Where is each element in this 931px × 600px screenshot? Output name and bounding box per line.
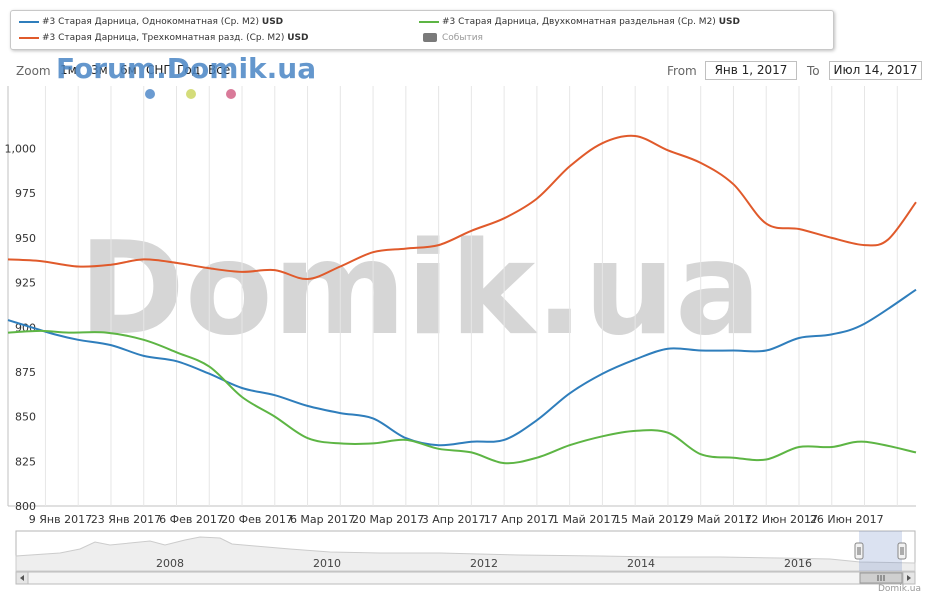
legend: #3 Старая Дарница, Однокомнатная (Ср. M2… [10,10,834,50]
watermark-forum: Forum.Domik.ua [56,52,317,85]
series-2room-line[interactable] [7,329,917,465]
watermark-domik: Domik.ua [79,215,762,364]
x-tick-label: 15 Май 2017 [614,513,686,526]
legend-unit: USD [718,17,740,27]
y-tick-label: 950 [15,232,36,245]
navigator-year-label: 2012 [470,557,498,570]
navigator-year-label: 2016 [784,557,812,570]
y-tick-label: 875 [15,366,36,379]
y-tick-label: 975 [15,187,36,200]
navigator-series-area [15,536,916,572]
legend-item-3room[interactable]: #3 Старая Дарница, Трехкомнатная разд. (… [19,31,308,45]
legend-label: #3 Старая Дарница, Однокомнатная (Ср. M2… [42,17,260,27]
x-tick-label: 20 Мар 2017 [352,513,424,526]
navigator-handle-left[interactable] [854,542,864,560]
legend-swatch [419,20,439,23]
series-3room-line[interactable] [7,134,917,281]
x-tick-label: 6 Мар 2017 [290,513,355,526]
legend-swatch [19,36,39,39]
zoom-button-6m[interactable]: 6м [120,63,137,77]
credit-text: Domik.ua [878,584,921,594]
navigator-year-label: 2010 [313,557,341,570]
y-tick-label: 850 [15,411,36,424]
navigator-year-label: 2014 [627,557,655,570]
range-to-input[interactable]: Июл 14, 2017 [829,61,922,80]
legend-swatch [19,20,39,23]
zoom-button-3m[interactable]: 3м [91,63,108,77]
events-swatch [423,33,437,42]
legend-unit: USD [287,33,309,43]
legend-label: #3 Старая Дарница, Двухкомнатная раздель… [442,17,716,27]
legend-unit: USD [261,17,284,27]
x-tick-label: 1 Май 2017 [552,513,617,526]
x-tick-label: 6 Фев 2017 [159,513,224,526]
legend-label: #3 Старая Дарница, Трехкомнатная разд. (… [42,33,285,43]
zoom-button-ytd[interactable]: СНГ [146,63,171,77]
arrow-left-icon [20,575,24,581]
range-from-label: From [667,64,697,78]
scrollbar-track[interactable] [15,571,916,585]
y-tick-label: 925 [15,277,36,290]
zoom-button-all[interactable]: Все [208,63,231,77]
navigator-selection[interactable] [859,531,902,571]
x-tick-label: 20 Фев 2017 [221,513,293,526]
x-tick-label: 9 Янв 2017 [29,513,92,526]
legend-item-2room[interactable]: #3 Старая Дарница, Двухкомнатная раздель… [419,15,740,29]
x-tick-label: 29 Май 2017 [680,513,752,526]
zoom-button-year[interactable]: Год [177,63,200,77]
range-to-label: To [807,64,820,78]
navigator-year-label: 2008 [156,557,184,570]
x-tick-label: 3 Апр 2017 [422,513,486,526]
legend-item-events[interactable]: События [419,31,483,45]
y-tick-label: 1,000 [5,143,37,156]
x-tick-label: 23 Янв 2017 [91,513,161,526]
x-tick-label: 26 Июн 2017 [810,513,884,526]
event-dot-pink[interactable] [226,89,236,99]
zoom-label: Zoom [16,64,51,78]
y-tick-label: 800 [15,500,36,513]
x-tick-label: 17 Апр 2017 [484,513,555,526]
event-dot-yellow[interactable] [186,89,196,99]
y-tick-label: 825 [15,455,36,468]
navigator-handle-right[interactable] [897,542,907,560]
zoom-button-1m[interactable]: 1м [60,63,77,77]
arrow-right-icon [907,575,911,581]
legend-item-1room[interactable]: #3 Старая Дарница, Однокомнатная (Ср. M2… [19,15,283,29]
legend-label: События [442,33,483,43]
series-1room-line[interactable] [7,288,917,447]
range-from-input[interactable]: Янв 1, 2017 [705,61,797,80]
x-tick-label: 12 Июн 2017 [744,513,818,526]
event-dot-blue[interactable] [145,89,155,99]
